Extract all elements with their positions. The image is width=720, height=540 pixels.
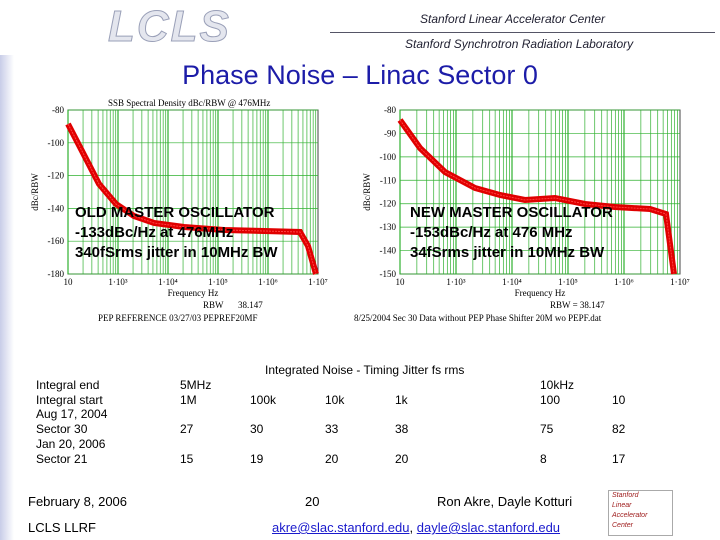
table-cell: 15 (180, 452, 194, 466)
column-start: 10 (612, 393, 626, 407)
table-cell: 8 (540, 452, 547, 466)
table-cell: 30 (250, 422, 264, 436)
logo-line: Linear (612, 502, 632, 509)
y-tick-label: -90 (384, 128, 396, 138)
overlay-line: -153dBc/Hz at 476 MHz (410, 224, 573, 241)
column-start: 10k (325, 393, 345, 407)
overlay-line: 34fSrms jitter in 10MHz BW (410, 244, 605, 261)
table-cell: 27 (180, 422, 194, 436)
x-axis-label: Frequency Hz (515, 288, 566, 298)
row-header: Integral start (36, 393, 103, 407)
overlay-text: NEW MASTER OSCILLATOR -153dBc/Hz at 476 … (410, 203, 613, 263)
row-sector: Sector 30 (36, 422, 88, 436)
footer-page: 20 (305, 494, 320, 509)
x-tick-label: 1·10³ (446, 277, 465, 287)
x-tick-label: 1·10⁶ (614, 277, 634, 287)
table-cell: 19 (250, 452, 264, 466)
spectrum-noise (399, 119, 675, 275)
table-cell: 17 (612, 452, 626, 466)
footer-group: LCLS LLRF (28, 520, 96, 535)
table-title: Integrated Noise - Timing Jitter fs rms (265, 363, 465, 377)
column-start: 100 (540, 393, 561, 407)
row-sector: Sector 21 (36, 452, 88, 466)
overlay-line: 340fSrms jitter in 10MHz BW (75, 244, 278, 261)
y-tick-label: -180 (48, 269, 65, 279)
overlay-line: OLD MASTER OSCILLATOR (75, 204, 275, 221)
logo-line: Stanford (612, 492, 639, 499)
column-start: 1k (395, 393, 408, 407)
overlay-line: -133dBc/Hz at 476MHz (75, 224, 234, 241)
y-tick-label: -80 (52, 105, 64, 115)
row-header: Integral end (36, 378, 100, 392)
y-tick-label: -80 (384, 105, 396, 115)
email-link[interactable]: akre@slac.stanford.edu (272, 520, 410, 535)
x-tick-label: 1·10⁴ (502, 277, 522, 287)
y-axis-label: dBc/RBW (362, 173, 372, 211)
footer-emails: akre@slac.stanford.edu, dayle@slac.stanf… (272, 520, 560, 535)
plot-frame (399, 109, 681, 275)
column-start: 100k (250, 393, 277, 407)
overlay-text: OLD MASTER OSCILLATOR -133dBc/Hz at 476M… (75, 203, 278, 263)
y-tick-label: -120 (380, 199, 397, 209)
rbw-label: RBW (203, 300, 224, 310)
header-org1: Stanford Linear Accelerator Center (420, 12, 605, 26)
logo-line: Center (612, 522, 634, 529)
y-tick-label: -140 (48, 203, 65, 213)
column-end: 5MHz (180, 378, 212, 392)
x-tick-label: 1·10³ (108, 277, 127, 287)
x-tick-label: 1·10⁵ (558, 277, 578, 287)
y-axis-label: dBc/RBW (30, 173, 40, 211)
rbw-label: RBW = 38.147 (550, 300, 605, 310)
plot-caption: 8/25/2004 Sec 30 Data without PEP Phase … (354, 313, 602, 323)
x-axis-label: Frequency Hz (168, 288, 219, 298)
x-tick-label: 10 (396, 277, 406, 287)
table-cell: 20 (395, 452, 409, 466)
table-cell: 33 (325, 422, 339, 436)
footer-authors: Ron Akre, Dayle Kotturi (437, 494, 573, 509)
x-tick-label: 1·10⁴ (158, 277, 178, 287)
column-end: 10kHz (540, 378, 575, 392)
row-date: Jan 20, 2006 (36, 437, 106, 451)
column-start: 1M (180, 393, 197, 407)
grid (67, 109, 318, 275)
table-cell: 38 (395, 422, 409, 436)
header-rule (330, 32, 715, 33)
slide-title: Phase Noise – Linac Sector 0 (182, 60, 538, 90)
y-tick-label: -100 (380, 152, 397, 162)
grid (399, 109, 680, 275)
table-cell: 20 (325, 452, 339, 466)
x-tick-label: 1·10⁷ (670, 277, 690, 287)
overlay-line: NEW MASTER OSCILLATOR (410, 204, 613, 221)
y-tick-label: -120 (48, 171, 65, 181)
left-edge (0, 55, 14, 540)
header-logo: LCLS (108, 2, 231, 52)
x-tick-label: 1·10⁶ (258, 277, 278, 287)
email-link[interactable]: dayle@slac.stanford.edu (416, 520, 561, 535)
plot-caption: PEP REFERENCE 03/27/03 PEPREF20MF (98, 313, 257, 323)
table-cell: 82 (612, 422, 626, 436)
spectrum-noise (67, 123, 317, 275)
row-date: Aug 17, 2004 (36, 407, 108, 421)
y-tick-label: -130 (380, 222, 397, 232)
plot-heading: SSB Spectral Density dBc/RBW @ 476MHz (108, 98, 270, 108)
footer-date: February 8, 2006 (28, 494, 128, 509)
x-tick-label: 1·10⁵ (208, 277, 228, 287)
y-tick-label: -150 (380, 269, 397, 279)
y-tick-label: -100 (48, 138, 65, 148)
x-tick-label: 10 (64, 277, 74, 287)
y-tick-label: -160 (48, 236, 65, 246)
x-tick-label: 1·10⁷ (308, 277, 328, 287)
separator: , (409, 520, 414, 535)
y-tick-label: -140 (380, 246, 397, 256)
footer-logo: Stanford Linear Accelerator Center (608, 490, 673, 536)
y-tick-label: -110 (380, 175, 397, 185)
table-cell: 75 (540, 422, 554, 436)
rbw-value: 38.147 (238, 300, 263, 310)
header-org2: Stanford Synchrotron Radiation Laborator… (405, 37, 634, 51)
logo-line: Accelerator (612, 512, 648, 519)
